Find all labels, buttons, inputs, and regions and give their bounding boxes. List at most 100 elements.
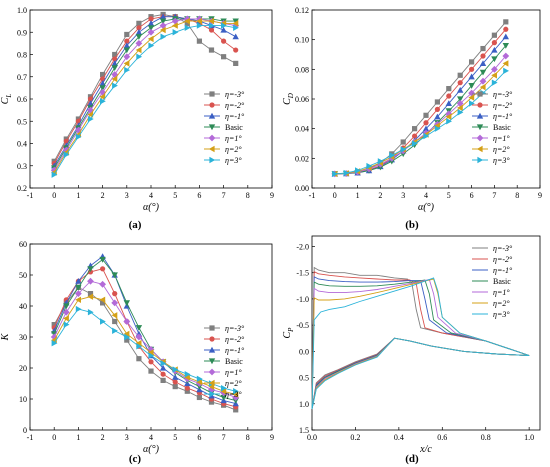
- legend-marker: [208, 124, 216, 131]
- series-pos2: [51, 17, 239, 176]
- y-tick-label: 0.2: [17, 184, 27, 193]
- data-point: [100, 300, 106, 306]
- data-point: [111, 272, 118, 279]
- legend: η=-3° η=-2° η=-1° Basic η=1° η=2° η=3°: [472, 90, 513, 165]
- data-point: [87, 293, 94, 300]
- y-axis-label: CD: [282, 93, 295, 105]
- x-tick-label: 7: [222, 433, 226, 442]
- data-point: [468, 83, 475, 89]
- y-tick-label: -0.5: [296, 321, 309, 330]
- data-point: [63, 303, 70, 310]
- data-point: [87, 96, 94, 102]
- data-point: [63, 151, 70, 158]
- legend-label: η=1°: [493, 134, 510, 143]
- data-point: [75, 284, 82, 291]
- series-line: [53, 258, 236, 402]
- y-tick-label: 0.8: [17, 51, 27, 60]
- legend-label: η=2°: [225, 379, 242, 388]
- data-point: [123, 330, 130, 338]
- y-tick-label: 10: [19, 395, 27, 404]
- data-point: [160, 371, 166, 377]
- data-point: [220, 26, 227, 33]
- data-point: [184, 385, 190, 391]
- series-line: [334, 55, 507, 175]
- data-point: [221, 38, 227, 44]
- data-point: [232, 391, 239, 398]
- series-line: [53, 18, 236, 169]
- y-axis-label: CL: [0, 94, 13, 105]
- series-line: [53, 286, 236, 411]
- data-point: [423, 120, 429, 126]
- data-point: [196, 22, 203, 29]
- data-point: [208, 17, 215, 25]
- data-point: [446, 86, 452, 92]
- x-tick-label: 2: [101, 191, 105, 200]
- y-tick-label: 0.08: [295, 65, 309, 74]
- chart-panel-b: -1 0 1 2 3 4 5 6 7 8 9 0.00 0.02 0.04 0.06 0.08 0.10 0.12…: [282, 6, 542, 231]
- data-point: [233, 388, 239, 395]
- legend-marker: [209, 91, 215, 97]
- data-point: [220, 394, 227, 401]
- x-tick-label: 8: [515, 191, 519, 200]
- data-point: [75, 133, 82, 141]
- data-point: [221, 384, 227, 392]
- data-point: [124, 333, 130, 341]
- data-point: [50, 333, 58, 341]
- panel-label: (b): [405, 219, 419, 231]
- data-point: [355, 167, 361, 174]
- data-point: [400, 139, 406, 145]
- x-tick-label: 0: [52, 191, 56, 200]
- series-pos3: [311, 277, 530, 410]
- x-tick-label: 1: [76, 433, 80, 442]
- y-tick-label: -2.0: [296, 242, 309, 251]
- y-tick-label: 0.5: [17, 117, 27, 126]
- data-point: [468, 94, 475, 101]
- legend-marker: [209, 325, 215, 331]
- legend-label: η=3°: [493, 156, 510, 165]
- x-tick-label: 4: [424, 191, 428, 200]
- series-pos3: [51, 305, 239, 395]
- data-point: [479, 77, 487, 85]
- x-tick-label: 2: [378, 191, 382, 200]
- series-line: [53, 280, 236, 398]
- data-point: [148, 16, 154, 22]
- data-point: [233, 407, 239, 413]
- y-axis-label: K: [0, 332, 11, 341]
- data-point: [135, 29, 143, 35]
- data-point: [172, 379, 178, 385]
- data-point: [456, 100, 464, 107]
- data-point: [208, 22, 215, 29]
- legend-label: η=-1°: [225, 112, 245, 121]
- y-tick-label: 0.7: [17, 73, 27, 82]
- data-point: [434, 106, 440, 112]
- x-tick-label: 3: [125, 433, 129, 442]
- data-point: [233, 60, 239, 66]
- x-axis-label: α(°): [143, 444, 160, 455]
- data-point: [184, 388, 190, 394]
- x-tick-label: -1: [309, 191, 316, 200]
- data-point: [491, 72, 497, 79]
- data-point: [389, 152, 395, 159]
- data-point: [99, 280, 106, 288]
- data-point: [208, 27, 215, 33]
- data-point: [184, 24, 191, 31]
- data-point: [147, 35, 154, 43]
- legend-label: η=-2°: [493, 255, 513, 264]
- series-line: [53, 25, 236, 175]
- y-tick-label: 0.04: [295, 125, 309, 134]
- legend-marker: [476, 134, 484, 142]
- data-point: [51, 340, 58, 347]
- data-point: [221, 22, 227, 29]
- x-tick-label: 5: [447, 191, 451, 200]
- data-point: [63, 138, 69, 144]
- y-tick-label: 0.0: [299, 347, 309, 356]
- cp-lower-line: [311, 337, 530, 410]
- data-point: [184, 374, 190, 381]
- data-point: [147, 28, 155, 36]
- x-tick-label: 9: [538, 191, 542, 200]
- data-point: [502, 60, 509, 67]
- x-tick-label: 3: [401, 191, 405, 200]
- data-point: [75, 305, 82, 313]
- data-point: [159, 13, 167, 20]
- x-tick-label: 0: [333, 191, 337, 200]
